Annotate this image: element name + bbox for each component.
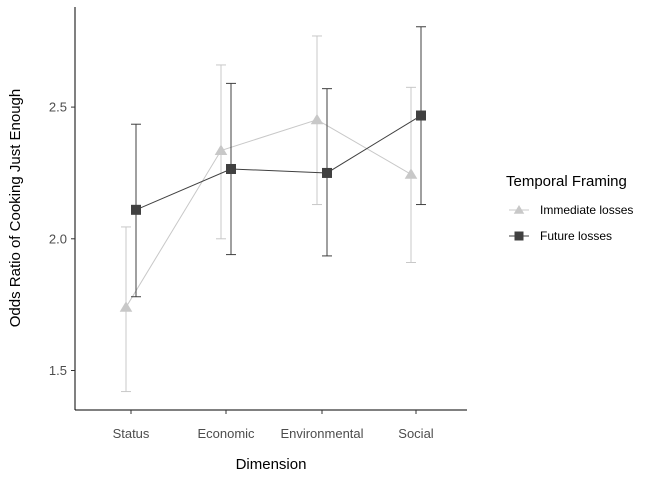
data-point (226, 163, 236, 174)
legend: Temporal Framing Immediate losses Future … (506, 173, 633, 243)
y-tick-label: 2.5 (49, 100, 67, 115)
series-line (125, 119, 412, 308)
x-axis-title: Dimension (236, 456, 307, 473)
legend-item: Immediate losses (509, 203, 633, 217)
series-line (135, 115, 422, 211)
x-tick-label: Social (398, 426, 434, 441)
data-point (119, 301, 133, 312)
legend-item: Future losses (509, 229, 612, 243)
data-point (416, 110, 426, 121)
x-tick-label: Environmental (280, 426, 363, 441)
legend-label: Future losses (540, 229, 612, 243)
data-point (131, 204, 141, 215)
series-0 (119, 35, 418, 393)
series-layer (119, 26, 426, 393)
data-point (214, 144, 228, 156)
y-tick-label: 2.0 (49, 231, 67, 246)
y-tick-label: 1.5 (49, 363, 67, 378)
legend-title: Temporal Framing (506, 173, 627, 190)
data-point (514, 231, 524, 241)
data-point (322, 167, 332, 178)
data-point (404, 168, 418, 179)
x-ticks: Status Economic Environmental Social (113, 410, 434, 441)
series-1 (131, 26, 426, 298)
y-ticks: 1.5 2.0 2.5 (49, 100, 75, 378)
x-tick-label: Economic (197, 426, 255, 441)
data-point (513, 205, 525, 214)
y-axis-title: Odds Ratio of Cooking Just Enough (7, 89, 24, 327)
legend-label: Immediate losses (540, 203, 633, 217)
data-point (310, 113, 324, 125)
x-tick-label: Status (113, 426, 150, 441)
